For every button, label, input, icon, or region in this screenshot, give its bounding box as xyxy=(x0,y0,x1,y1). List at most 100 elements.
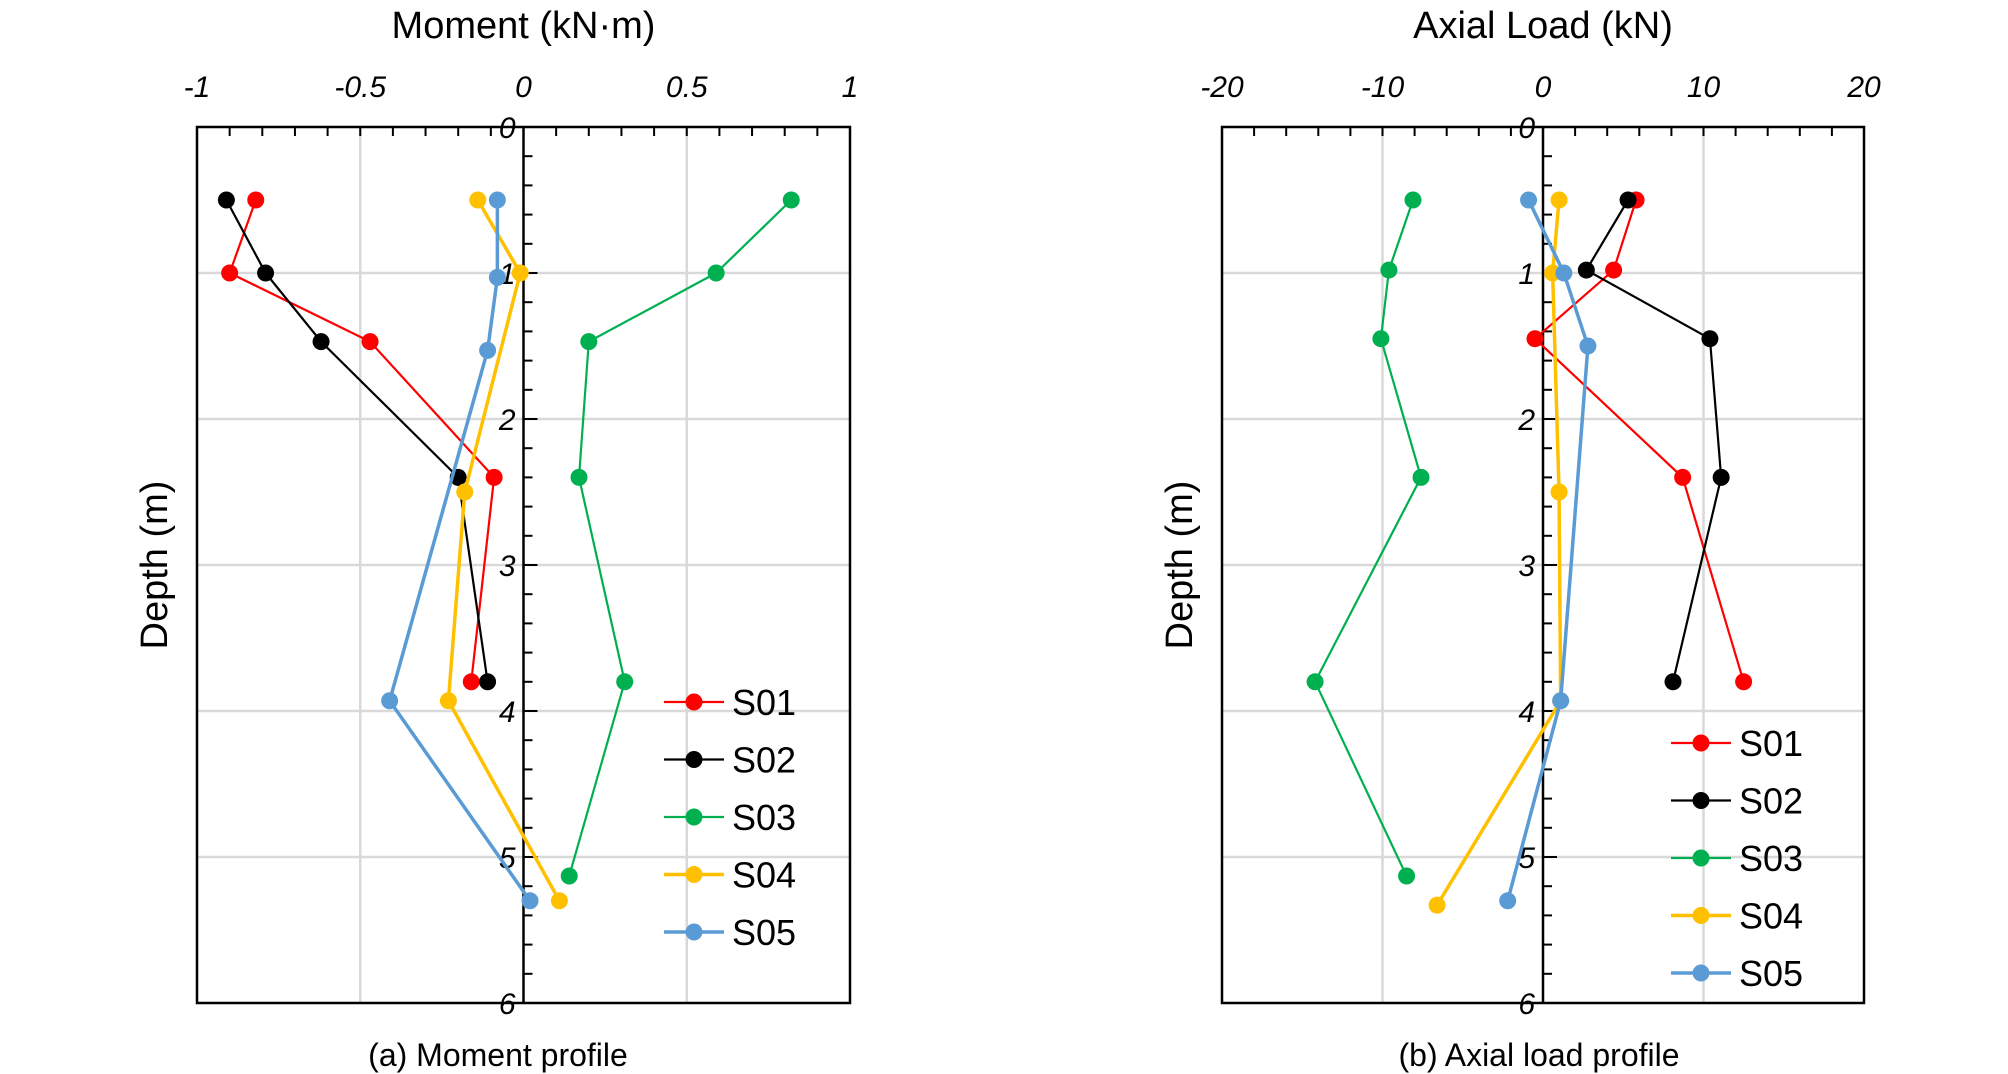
y-tick-label: 4 xyxy=(499,696,516,729)
data-point-s01 xyxy=(485,468,503,486)
y-tick-label: 2 xyxy=(498,404,516,437)
x-tick-label: -0.5 xyxy=(334,71,386,104)
data-point-s03 xyxy=(1306,673,1324,691)
x-tick-label: 0.5 xyxy=(666,71,708,104)
data-point-s03 xyxy=(1404,191,1422,209)
data-point-s01 xyxy=(247,191,265,209)
x-tick-label: 10 xyxy=(1687,71,1721,104)
data-point-s04 xyxy=(550,892,568,910)
data-point-s03 xyxy=(1412,468,1430,486)
data-point-s01 xyxy=(1526,330,1544,348)
data-point-s03 xyxy=(1380,261,1398,279)
data-point-s04 xyxy=(1550,191,1568,209)
y-tick-label: 3 xyxy=(499,550,516,583)
x-tick-label: 20 xyxy=(1846,71,1881,104)
data-point-s04 xyxy=(456,483,474,501)
legend-label-s01: S01 xyxy=(732,682,796,723)
data-point-s01 xyxy=(462,673,480,691)
data-point-s03 xyxy=(580,333,598,351)
x-tick-label: 0 xyxy=(515,71,532,104)
data-point-s05 xyxy=(381,692,399,710)
legend-label-s04: S04 xyxy=(1739,896,1803,937)
data-point-s05 xyxy=(1579,337,1597,355)
y-tick-label: 1 xyxy=(1518,258,1535,291)
legend-marker-s04 xyxy=(1692,907,1710,924)
x-axis-title: Moment (kN·m) xyxy=(392,5,656,47)
data-point-s03 xyxy=(1372,330,1390,348)
y-tick-label: 0 xyxy=(499,112,516,145)
data-point-s04 xyxy=(1550,483,1568,501)
data-point-s03 xyxy=(616,673,634,691)
y-tick-label: 6 xyxy=(499,988,516,1021)
x-axis-title: Axial Load (kN) xyxy=(1413,5,1673,47)
x-tick-label: -10 xyxy=(1361,71,1405,104)
legend-marker-s01 xyxy=(1692,734,1710,752)
data-point-s04 xyxy=(469,191,487,209)
legend-label-s01: S01 xyxy=(1739,723,1803,764)
data-point-s01 xyxy=(1674,468,1692,486)
data-point-s02 xyxy=(312,333,330,351)
y-tick-label: 2 xyxy=(1517,404,1535,437)
legend-marker-s02 xyxy=(1692,792,1710,809)
data-point-s02 xyxy=(257,264,275,282)
data-point-s02 xyxy=(1701,330,1719,348)
data-point-s05 xyxy=(1520,191,1538,209)
data-point-s03 xyxy=(560,867,578,885)
data-point-s03 xyxy=(570,468,588,486)
legend-label-s03: S03 xyxy=(732,797,796,838)
data-point-s05 xyxy=(521,892,539,910)
legend-label-s04: S04 xyxy=(732,855,796,896)
x-tick-label: -20 xyxy=(1200,71,1244,104)
data-point-s05 xyxy=(1552,692,1570,710)
data-point-s02 xyxy=(1712,468,1730,486)
x-tick-label: 1 xyxy=(842,71,859,104)
legend-marker-s04 xyxy=(685,866,703,883)
series-line-s03 xyxy=(1313,199,1423,877)
legend-label-s02: S02 xyxy=(1739,781,1803,822)
data-point-s02 xyxy=(1664,673,1682,691)
x-tick-label: -1 xyxy=(184,71,211,104)
legend-label-s03: S03 xyxy=(1739,838,1803,879)
x-tick-label: 0 xyxy=(1535,71,1552,104)
data-point-s05 xyxy=(488,191,506,209)
data-point-s05 xyxy=(479,341,497,359)
legend-marker-s05 xyxy=(1692,964,1710,982)
figure-caption: (a) Moment profile xyxy=(368,1037,628,1073)
y-tick-label: 6 xyxy=(1518,988,1535,1021)
data-point-s04 xyxy=(439,692,457,710)
legend-marker-s03 xyxy=(1692,849,1710,867)
data-point-s02 xyxy=(479,673,497,691)
data-point-s01 xyxy=(221,264,239,282)
y-tick-label: 5 xyxy=(499,842,516,875)
y-axis-title: Depth (m) xyxy=(134,481,176,650)
data-point-s01 xyxy=(361,333,379,351)
data-point-s03 xyxy=(782,191,800,209)
legend-label-s02: S02 xyxy=(732,740,796,781)
y-axis-title: Depth (m) xyxy=(1159,481,1201,650)
data-point-s02 xyxy=(1619,191,1637,209)
data-point-s05 xyxy=(1555,264,1573,282)
data-point-s05 xyxy=(1499,892,1517,910)
legend-label-s05: S05 xyxy=(1739,953,1803,994)
legend-marker-s05 xyxy=(685,923,703,941)
legend-marker-s03 xyxy=(685,808,703,826)
data-point-s05 xyxy=(488,268,506,286)
data-point-s01 xyxy=(1735,673,1753,691)
y-tick-label: 3 xyxy=(1518,550,1535,583)
figure-caption: (b) Axial load profile xyxy=(1398,1037,1679,1073)
data-point-s02 xyxy=(1577,261,1595,279)
data-point-s04 xyxy=(1428,896,1446,914)
legend-marker-s02 xyxy=(685,751,703,768)
data-point-s04 xyxy=(511,264,529,282)
legend-marker-s01 xyxy=(685,693,703,711)
series-line-s03 xyxy=(568,199,792,877)
legend-label-s05: S05 xyxy=(732,912,796,953)
data-point-s01 xyxy=(1605,261,1623,279)
data-point-s03 xyxy=(1398,867,1416,885)
data-point-s02 xyxy=(217,191,235,209)
y-tick-label: 4 xyxy=(1518,696,1535,729)
y-tick-label: 0 xyxy=(1518,112,1535,145)
